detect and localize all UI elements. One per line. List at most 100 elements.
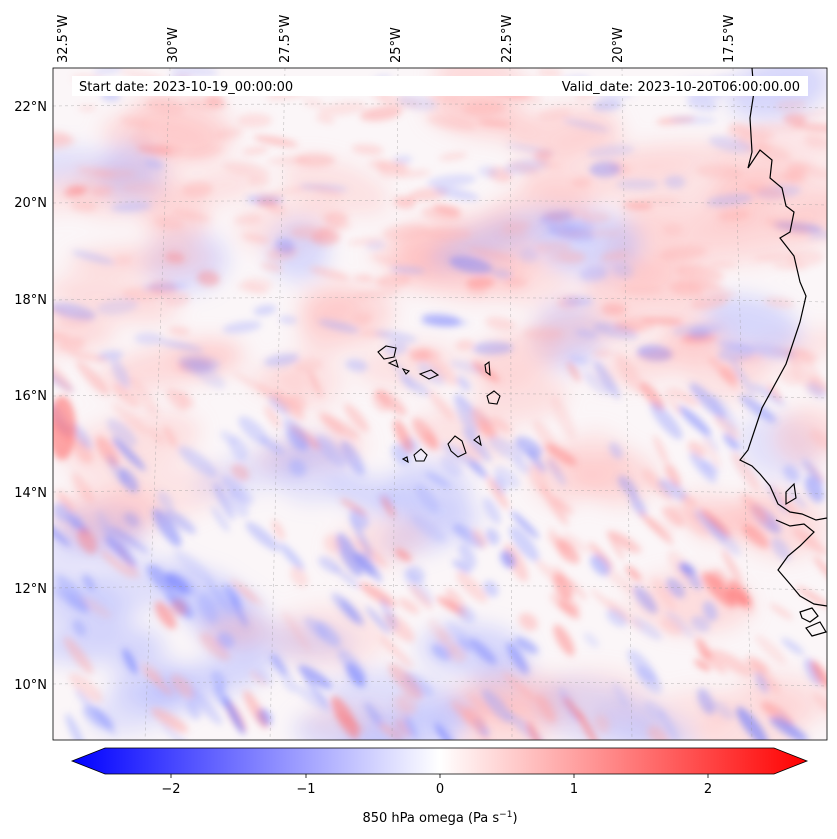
omega-blob (412, 417, 439, 451)
omega-blob (465, 277, 495, 289)
omega-blob (336, 533, 363, 577)
omega-blob (178, 446, 218, 477)
omega-blob (669, 387, 699, 407)
colorbar-label-close: ) (512, 811, 517, 826)
omega-blob (551, 395, 576, 440)
omega-blob (425, 471, 451, 489)
cb-tick-label-0: 0 (436, 782, 444, 797)
omega-blob (723, 432, 740, 451)
omega-blob (746, 344, 796, 359)
omega-blob (779, 171, 805, 181)
omega-blob (266, 157, 310, 164)
omega-blob (789, 109, 827, 120)
omega-blob (601, 303, 627, 316)
omega-blob (122, 181, 158, 195)
omega-blob (463, 101, 506, 116)
omega-blob (318, 319, 360, 333)
omega-blob (704, 295, 802, 354)
lon-label-32-5w: 32.5°W (56, 15, 71, 63)
omega-blob (222, 584, 240, 604)
omega-blob (769, 717, 809, 740)
omega-blob (462, 427, 492, 462)
omega-blob (165, 251, 185, 264)
omega-blob (199, 632, 230, 661)
omega-blob (393, 196, 416, 209)
cb-tick-label-1: 1 (570, 782, 578, 797)
longitude-labels: 32.5°W 30°W 27.5°W 25°W 22.5°W 20°W 17.5… (56, 15, 737, 63)
omega-blob (666, 610, 695, 638)
omega-blob (814, 673, 827, 689)
omega-blob (593, 322, 639, 340)
omega-blob (652, 577, 676, 611)
omega-blob (661, 506, 684, 528)
omega-blob (70, 422, 93, 450)
omega-blob (111, 359, 130, 389)
omega-blob (445, 621, 472, 644)
omega-blob (730, 358, 756, 399)
omega-blob (106, 454, 128, 486)
lat-label-22n: 22°N (14, 100, 47, 115)
omega-blob (160, 723, 197, 740)
omega-blob (376, 273, 412, 288)
omega-blob (71, 250, 115, 265)
omega-blob (481, 689, 512, 723)
omega-blob (253, 304, 277, 316)
omega-blob (242, 146, 269, 156)
omega-blob (812, 692, 827, 715)
omega-blob (227, 488, 249, 518)
omega-blob (488, 436, 525, 461)
omega-blob (186, 698, 201, 720)
omega-blob (151, 707, 189, 733)
lat-label-12n: 12°N (14, 582, 47, 597)
omega-blob (536, 160, 561, 169)
omega-blob (664, 175, 686, 189)
omega-blob (508, 105, 618, 155)
lon-label-20w: 20°W (611, 27, 626, 63)
omega-blob (82, 574, 96, 591)
omega-blob (659, 245, 708, 261)
omega-blob (813, 556, 827, 582)
omega-blob (396, 169, 431, 178)
omega-blob (583, 372, 611, 396)
omega-blob (96, 298, 139, 316)
omega-blob (611, 532, 638, 555)
omega-blob (210, 670, 227, 691)
omega-blob (359, 105, 403, 122)
omega-blob (592, 349, 614, 358)
omega-blob (315, 435, 346, 468)
map-frame (52, 67, 828, 741)
omega-blob (309, 185, 344, 197)
omega-blob (640, 382, 665, 411)
omega-blob (129, 132, 153, 147)
omega-blob (404, 715, 419, 740)
omega-blob (431, 643, 452, 661)
omega-blob (374, 330, 417, 343)
omega-blob (298, 665, 333, 689)
omega-blob (702, 572, 736, 608)
omega-blob (750, 661, 781, 694)
omega-blob (123, 512, 140, 527)
omega-blob (379, 635, 414, 668)
omega-blob (807, 230, 827, 240)
omega-blob (410, 354, 432, 362)
omega-blob (493, 466, 520, 489)
omega-blob (731, 452, 760, 491)
omega-blob (512, 457, 531, 474)
omega-blob (561, 531, 591, 554)
omega-blob (706, 193, 754, 207)
omega-blob (289, 459, 307, 477)
omega-blob (571, 177, 592, 188)
omega-blob (695, 638, 712, 660)
omega-blob (622, 201, 653, 211)
omega-blob (197, 270, 220, 287)
omega-blob (318, 411, 345, 436)
omega-blob (539, 210, 574, 224)
omega-blob (441, 443, 483, 470)
omega-blob (406, 565, 426, 583)
omega-blob (537, 68, 563, 78)
omega-blob (526, 721, 542, 740)
omega-blob (230, 578, 257, 604)
omega-blob (397, 94, 438, 111)
omega-blob (426, 174, 477, 188)
omega-blob (471, 407, 491, 436)
